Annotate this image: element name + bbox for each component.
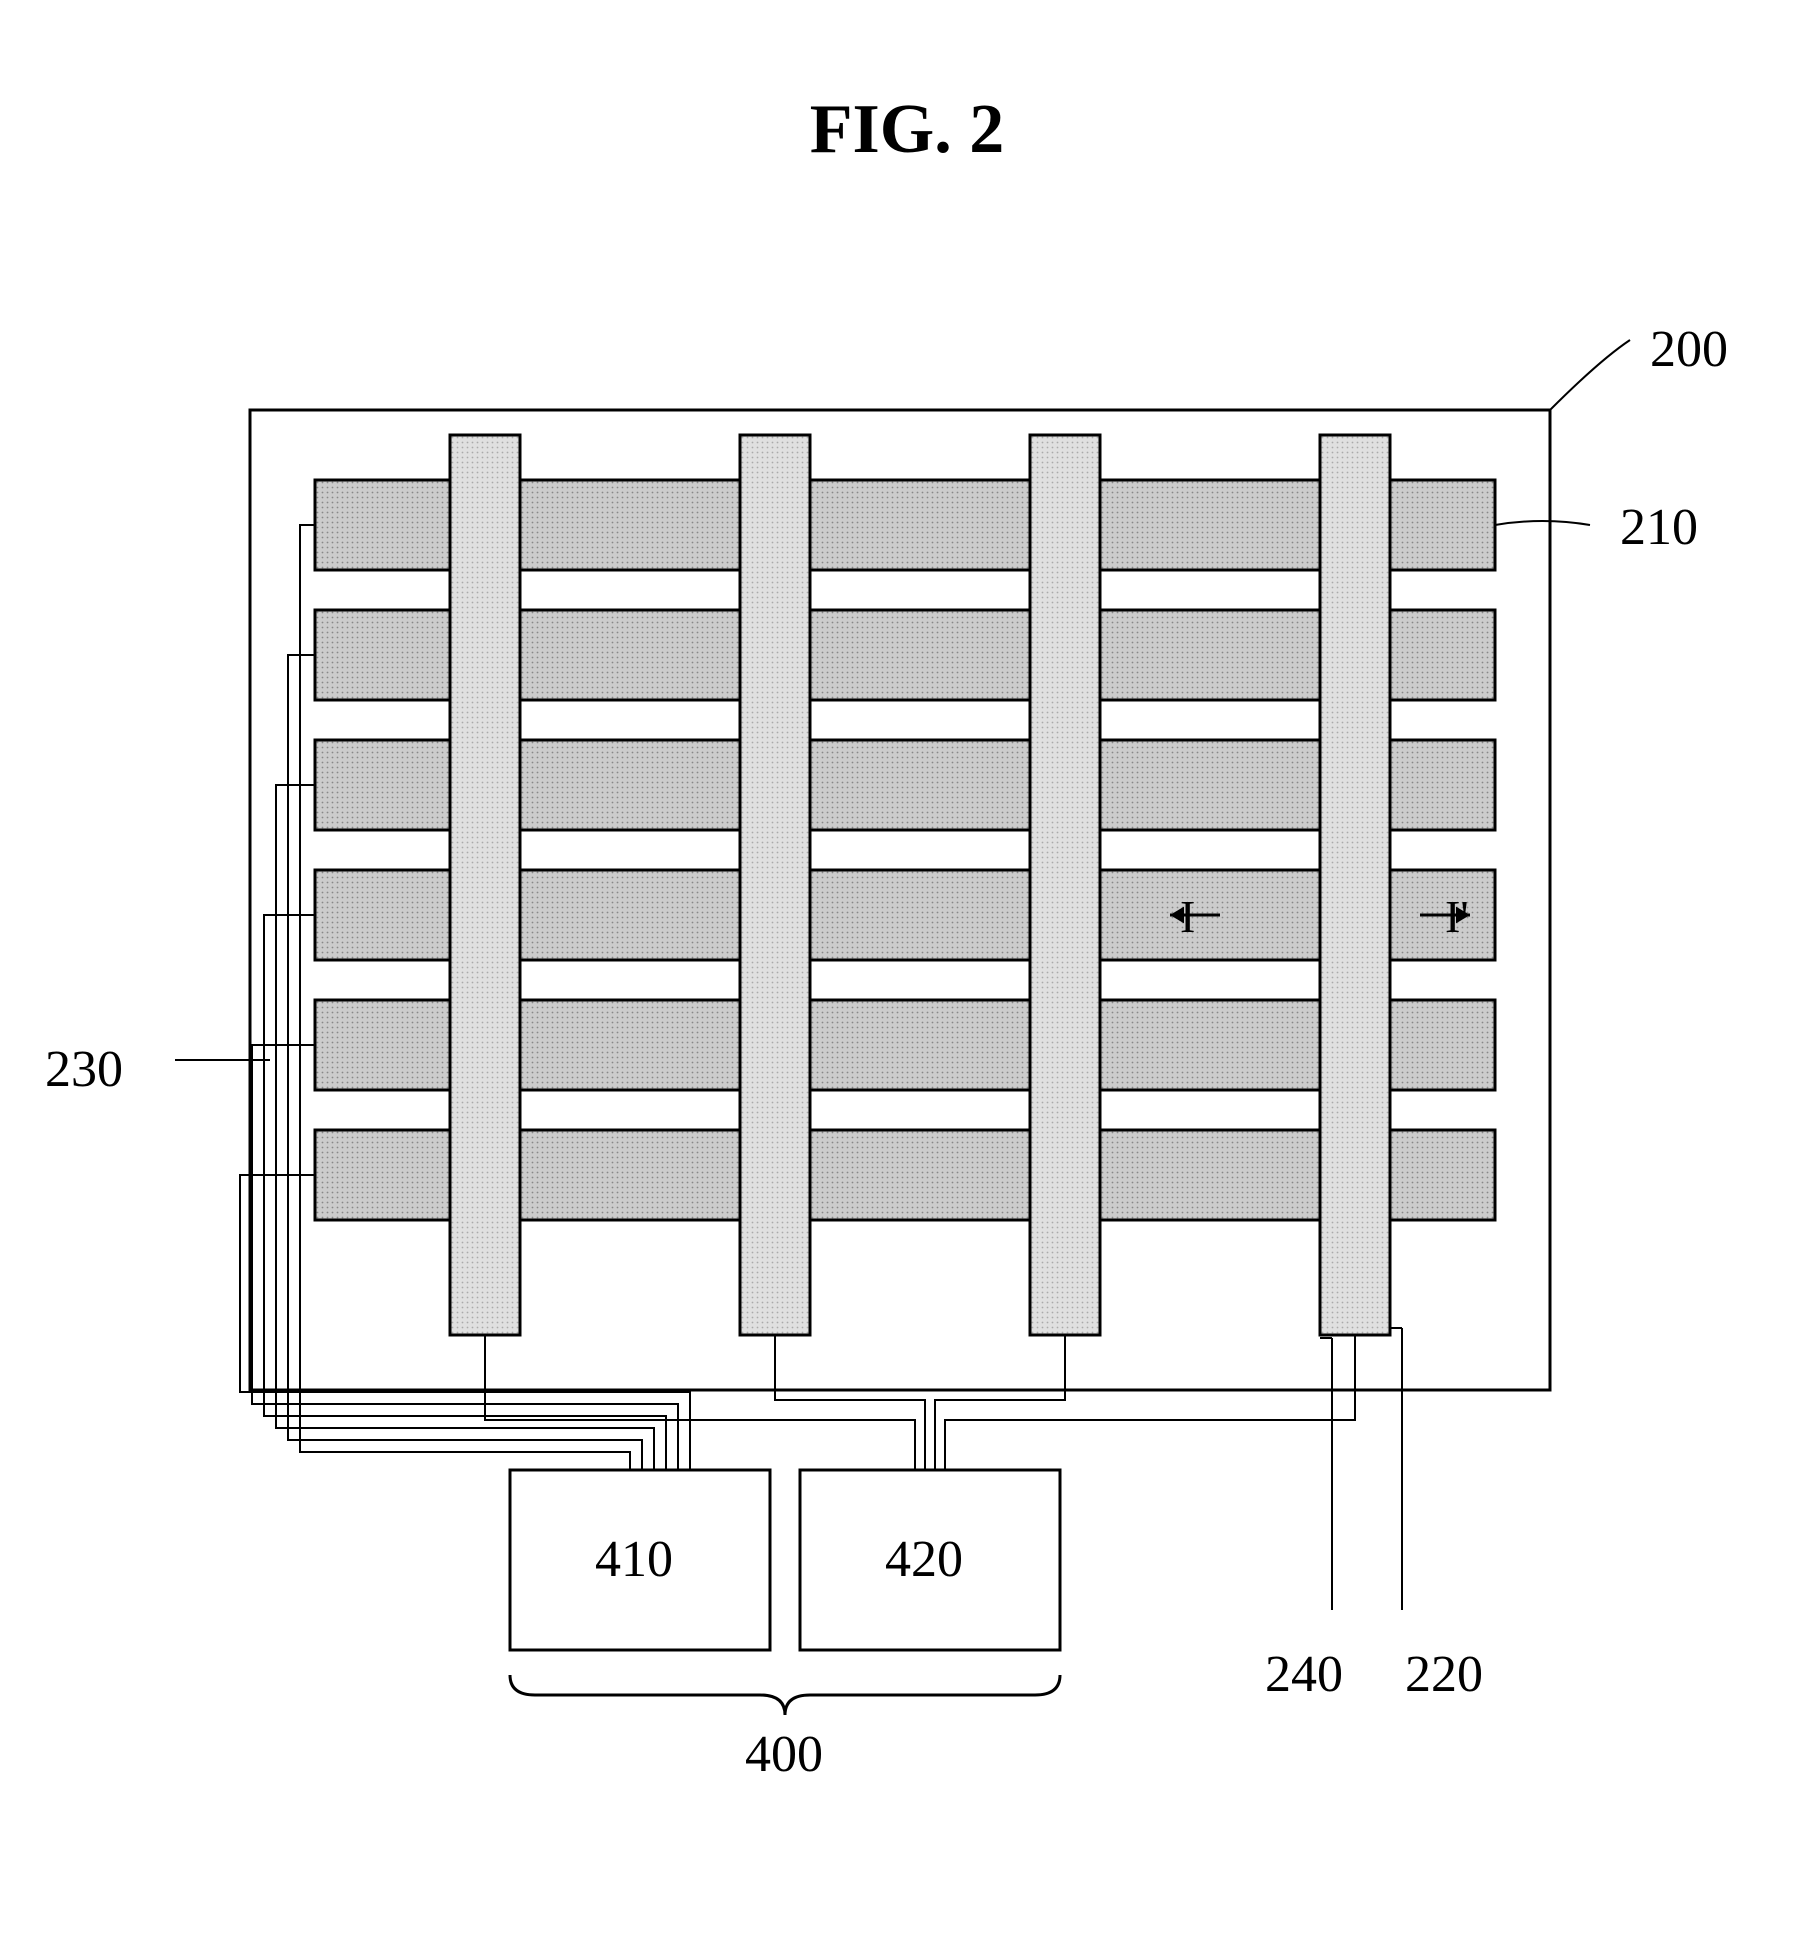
label-Iprime: I' [1445,890,1469,943]
label-240: 240 [1265,1645,1343,1704]
figure-svg [120,280,1680,1880]
label-230: 230 [45,1040,123,1099]
label-400: 400 [745,1725,823,1784]
label-I: I [1180,890,1195,943]
label-410: 410 [595,1530,673,1589]
label-420: 420 [885,1530,963,1589]
label-210: 210 [1620,498,1698,557]
figure-title: FIG. 2 [0,90,1814,170]
label-200: 200 [1650,320,1728,379]
label-220: 220 [1405,1645,1483,1704]
page: FIG. 2 200 210 230 240 220 410 420 400 I… [0,0,1814,1942]
